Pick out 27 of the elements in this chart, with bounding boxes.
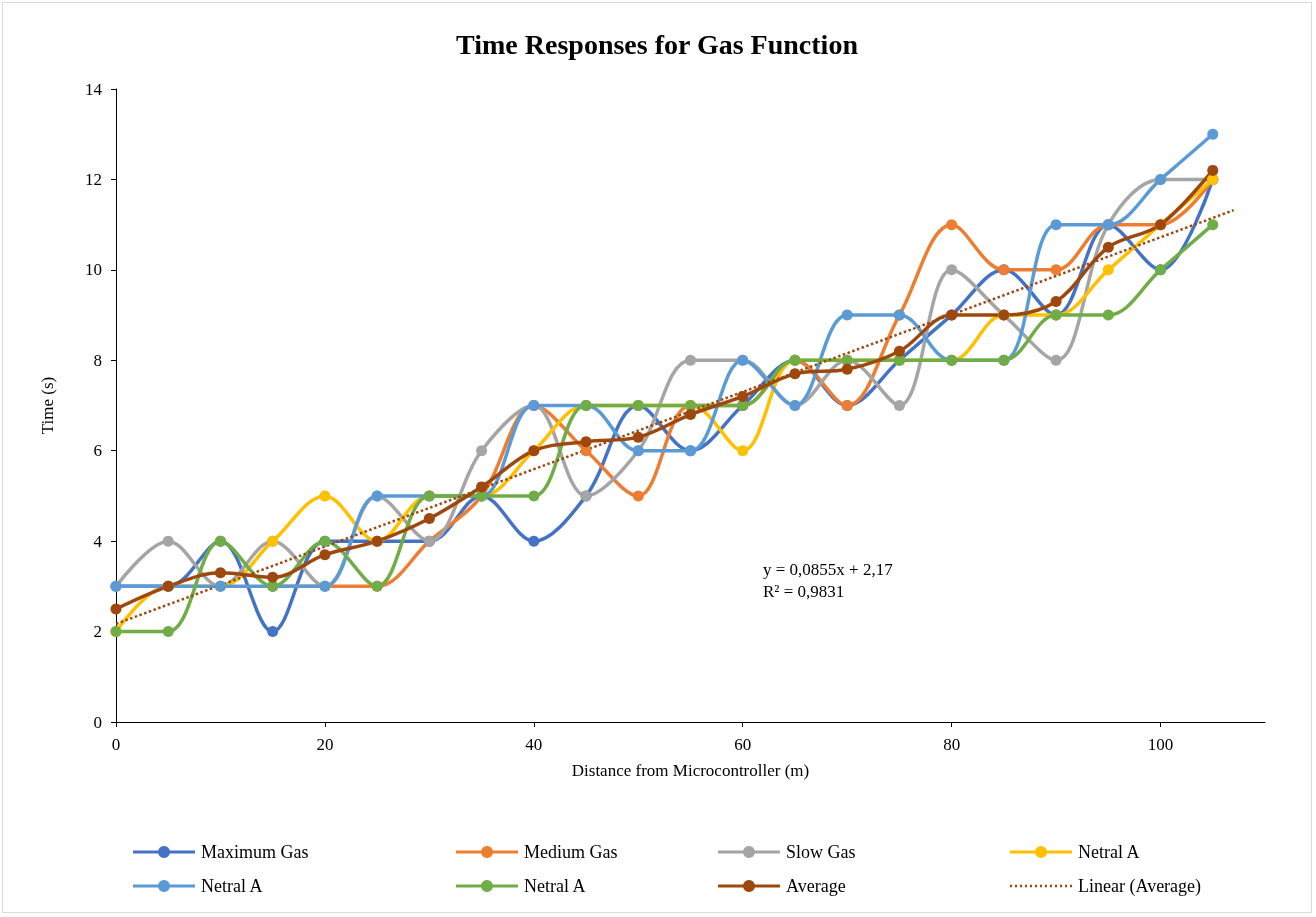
- legend-label: Maximum Gas: [201, 842, 309, 862]
- legend-label: Slow Gas: [786, 842, 856, 862]
- legend-label: Medium Gas: [524, 842, 618, 862]
- y-tick-label: 6: [93, 441, 102, 461]
- y-tick-label: 10: [85, 260, 102, 280]
- y-tick-label: 4: [93, 531, 103, 551]
- x-tick-label: 100: [1147, 735, 1174, 754]
- x-axis-title: Distance from Microcontroller (m): [571, 761, 810, 780]
- chart-title: Time Responses for Gas Function: [456, 28, 859, 60]
- x-tick-label: 20: [316, 735, 334, 754]
- legend-label: Linear (Average): [1078, 876, 1202, 897]
- y-tick-label: 14: [85, 79, 103, 99]
- y-tick-label: 12: [85, 169, 102, 189]
- x-tick-label: 80: [943, 735, 961, 754]
- y-tick-label: 0: [93, 712, 102, 732]
- legend-label: Netral A: [201, 876, 263, 896]
- legend-label: Average: [786, 876, 846, 896]
- y-tick-label: 2: [93, 622, 102, 642]
- legend-label: Netral A: [1078, 842, 1140, 862]
- x-tick-label: 60: [734, 735, 752, 754]
- annotation: R² = 0,9831: [763, 582, 845, 601]
- annotation: y = 0,0855x + 2,17: [763, 560, 894, 579]
- legend-label: Netral A: [524, 876, 586, 896]
- y-axis-title: Time (s): [38, 376, 57, 435]
- x-tick-label: 0: [111, 735, 121, 754]
- y-tick-label: 8: [93, 350, 102, 370]
- x-tick-label: 40: [525, 735, 543, 754]
